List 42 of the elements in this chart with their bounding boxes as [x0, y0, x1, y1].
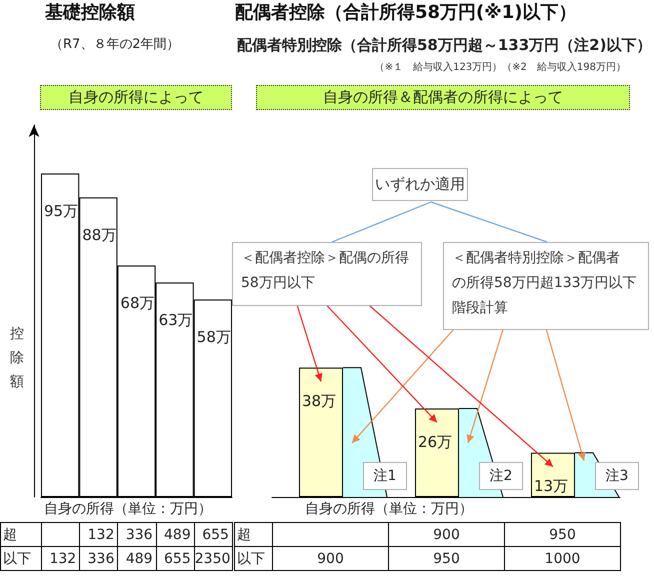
- category-label: 900: [433, 526, 460, 542]
- data-label: 68万: [120, 294, 154, 312]
- text: （※１ 給与収入123万円）（※2 給与収入198万円）: [374, 62, 626, 74]
- data-label: 13万: [534, 477, 568, 496]
- x-axis-title: 自身の所得（単位：万円）: [305, 501, 473, 518]
- x-tick-label: 900: [272, 546, 388, 570]
- data-label: 38万: [302, 392, 336, 410]
- chart-subtitle: （R7、８年の2年間）: [50, 37, 180, 53]
- text: ＜配偶者控除＞配偶の所得58万円以下: [241, 250, 409, 291]
- data-label: 26万: [418, 432, 452, 451]
- x-tick-label: 950: [388, 546, 504, 570]
- chart-title: 配偶者控除（合計所得58万円(※1)以下）: [235, 2, 577, 24]
- y-axis-title: 控除額: [10, 325, 25, 392]
- chart-title: 基礎控除額: [45, 2, 135, 24]
- data-label: 88万: [82, 226, 116, 244]
- x-tick-label: 336: [80, 546, 118, 570]
- category-label: 950: [549, 526, 576, 542]
- x-tick-label: 489: [118, 546, 156, 570]
- data-label: 95万: [44, 202, 78, 220]
- x-tick-label: 655: [156, 546, 194, 570]
- category-label: 489: [164, 526, 191, 542]
- text: 以下: [0, 546, 42, 570]
- x-axis-title: 自身の所得（単位：万円）: [44, 501, 212, 518]
- category-label: 655: [202, 526, 229, 542]
- category-label: 336: [126, 526, 153, 542]
- text: 超: [0, 522, 42, 546]
- text: いずれか適用: [375, 175, 465, 193]
- annotation: 注2: [490, 468, 512, 484]
- text: 自身の所得＆配偶者の所得によって: [323, 88, 563, 106]
- annotation: 注3: [606, 468, 628, 484]
- x-tick-label: 132: [42, 546, 80, 570]
- x-tick-label: 1000: [504, 546, 620, 570]
- text: ＜配偶者特別控除＞配偶者の所得58万円超133万円以下階段計算: [452, 250, 637, 316]
- category-label: 132: [88, 526, 114, 542]
- text: 以下: [234, 546, 272, 570]
- text: 超: [234, 522, 272, 546]
- x-tick-label: 2350: [194, 546, 232, 570]
- data-label: 58万: [196, 328, 231, 346]
- data-label: 63万: [158, 310, 193, 329]
- text: 自身の所得によって: [68, 88, 204, 106]
- chart-subtitle: 配偶者特別控除（合計所得58万円超～133万円（注2)以下）: [237, 36, 652, 54]
- annotation: 注1: [374, 468, 396, 484]
